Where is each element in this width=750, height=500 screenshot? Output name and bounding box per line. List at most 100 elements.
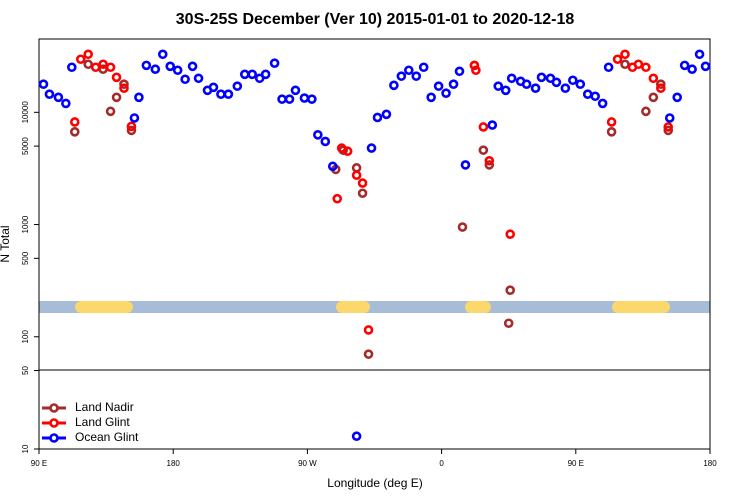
point <box>396 71 407 81</box>
point <box>381 109 392 120</box>
point <box>606 117 617 127</box>
point <box>484 155 495 166</box>
legend-label: Ocean Glint <box>75 430 139 444</box>
legend-marker <box>49 418 59 428</box>
point <box>129 113 140 123</box>
point <box>313 130 323 140</box>
point <box>493 81 504 91</box>
point <box>597 98 608 109</box>
point <box>208 82 219 93</box>
point <box>111 92 122 103</box>
point <box>454 66 465 77</box>
point <box>478 145 489 155</box>
point <box>590 91 600 102</box>
y-tick-label: 10 <box>21 444 30 453</box>
plot-frame <box>38 38 711 450</box>
y-tick-label: 100 <box>21 330 30 344</box>
land-segment <box>465 301 491 313</box>
legend-marker <box>49 433 59 443</box>
point <box>75 54 86 65</box>
point <box>389 80 399 91</box>
point <box>299 93 310 103</box>
point <box>641 62 651 73</box>
point <box>441 88 451 99</box>
land-band <box>39 301 710 313</box>
point <box>351 170 362 181</box>
point <box>663 122 674 132</box>
point <box>505 229 515 240</box>
point <box>505 285 515 295</box>
point <box>307 94 317 104</box>
x-tick-label: 90 W <box>298 459 317 468</box>
point <box>126 121 137 132</box>
y-tick-label: 10000 <box>21 101 30 124</box>
point <box>111 72 122 83</box>
legend-label: Land Nadir <box>75 400 134 414</box>
point <box>126 125 137 136</box>
point <box>575 79 586 90</box>
x-tick-label: 90 E <box>31 459 47 468</box>
point <box>469 60 480 71</box>
point <box>664 113 675 123</box>
point <box>90 62 101 73</box>
point <box>165 61 176 72</box>
point <box>460 160 471 170</box>
point <box>134 92 144 103</box>
point <box>687 64 697 75</box>
point <box>700 61 711 72</box>
point <box>655 83 666 93</box>
point <box>53 92 64 103</box>
point <box>506 73 517 84</box>
band <box>39 301 710 313</box>
point <box>582 89 593 99</box>
point <box>216 89 226 99</box>
point <box>363 325 374 335</box>
point <box>648 73 659 84</box>
point <box>620 59 630 70</box>
point <box>119 83 129 93</box>
point <box>357 188 368 199</box>
point <box>471 65 481 76</box>
y-tick-label: 50 <box>21 366 30 375</box>
point <box>411 71 422 81</box>
point <box>372 112 383 123</box>
point <box>61 98 71 109</box>
point <box>433 81 444 91</box>
point <box>648 92 659 103</box>
point <box>568 75 578 86</box>
point <box>223 89 234 99</box>
point <box>150 64 161 75</box>
point <box>679 60 690 71</box>
point <box>38 79 49 90</box>
point <box>655 79 666 90</box>
chart-title: 30S-25S December (Ver 10) 2015-01-01 to … <box>176 11 575 28</box>
point <box>551 77 562 88</box>
y-tick-label: 500 <box>21 251 30 265</box>
point <box>530 83 541 93</box>
point <box>694 49 705 60</box>
point <box>187 61 198 72</box>
point <box>448 79 459 90</box>
point <box>363 349 374 359</box>
point <box>366 143 377 153</box>
point <box>105 106 116 117</box>
land-segment <box>75 301 133 313</box>
point <box>180 74 190 85</box>
point <box>560 83 571 93</box>
point <box>457 222 468 232</box>
land-segment <box>336 301 370 313</box>
point <box>342 146 353 157</box>
point <box>44 89 55 99</box>
point <box>620 49 630 60</box>
point <box>478 122 489 132</box>
point <box>141 60 152 71</box>
x-tick-label: 180 <box>167 459 181 468</box>
point <box>83 49 94 60</box>
point <box>503 318 514 329</box>
legend-marker <box>49 403 59 413</box>
x-axis-label: Longitude (deg E) <box>327 476 422 490</box>
point <box>672 92 682 103</box>
point <box>232 81 243 91</box>
point <box>418 62 429 73</box>
